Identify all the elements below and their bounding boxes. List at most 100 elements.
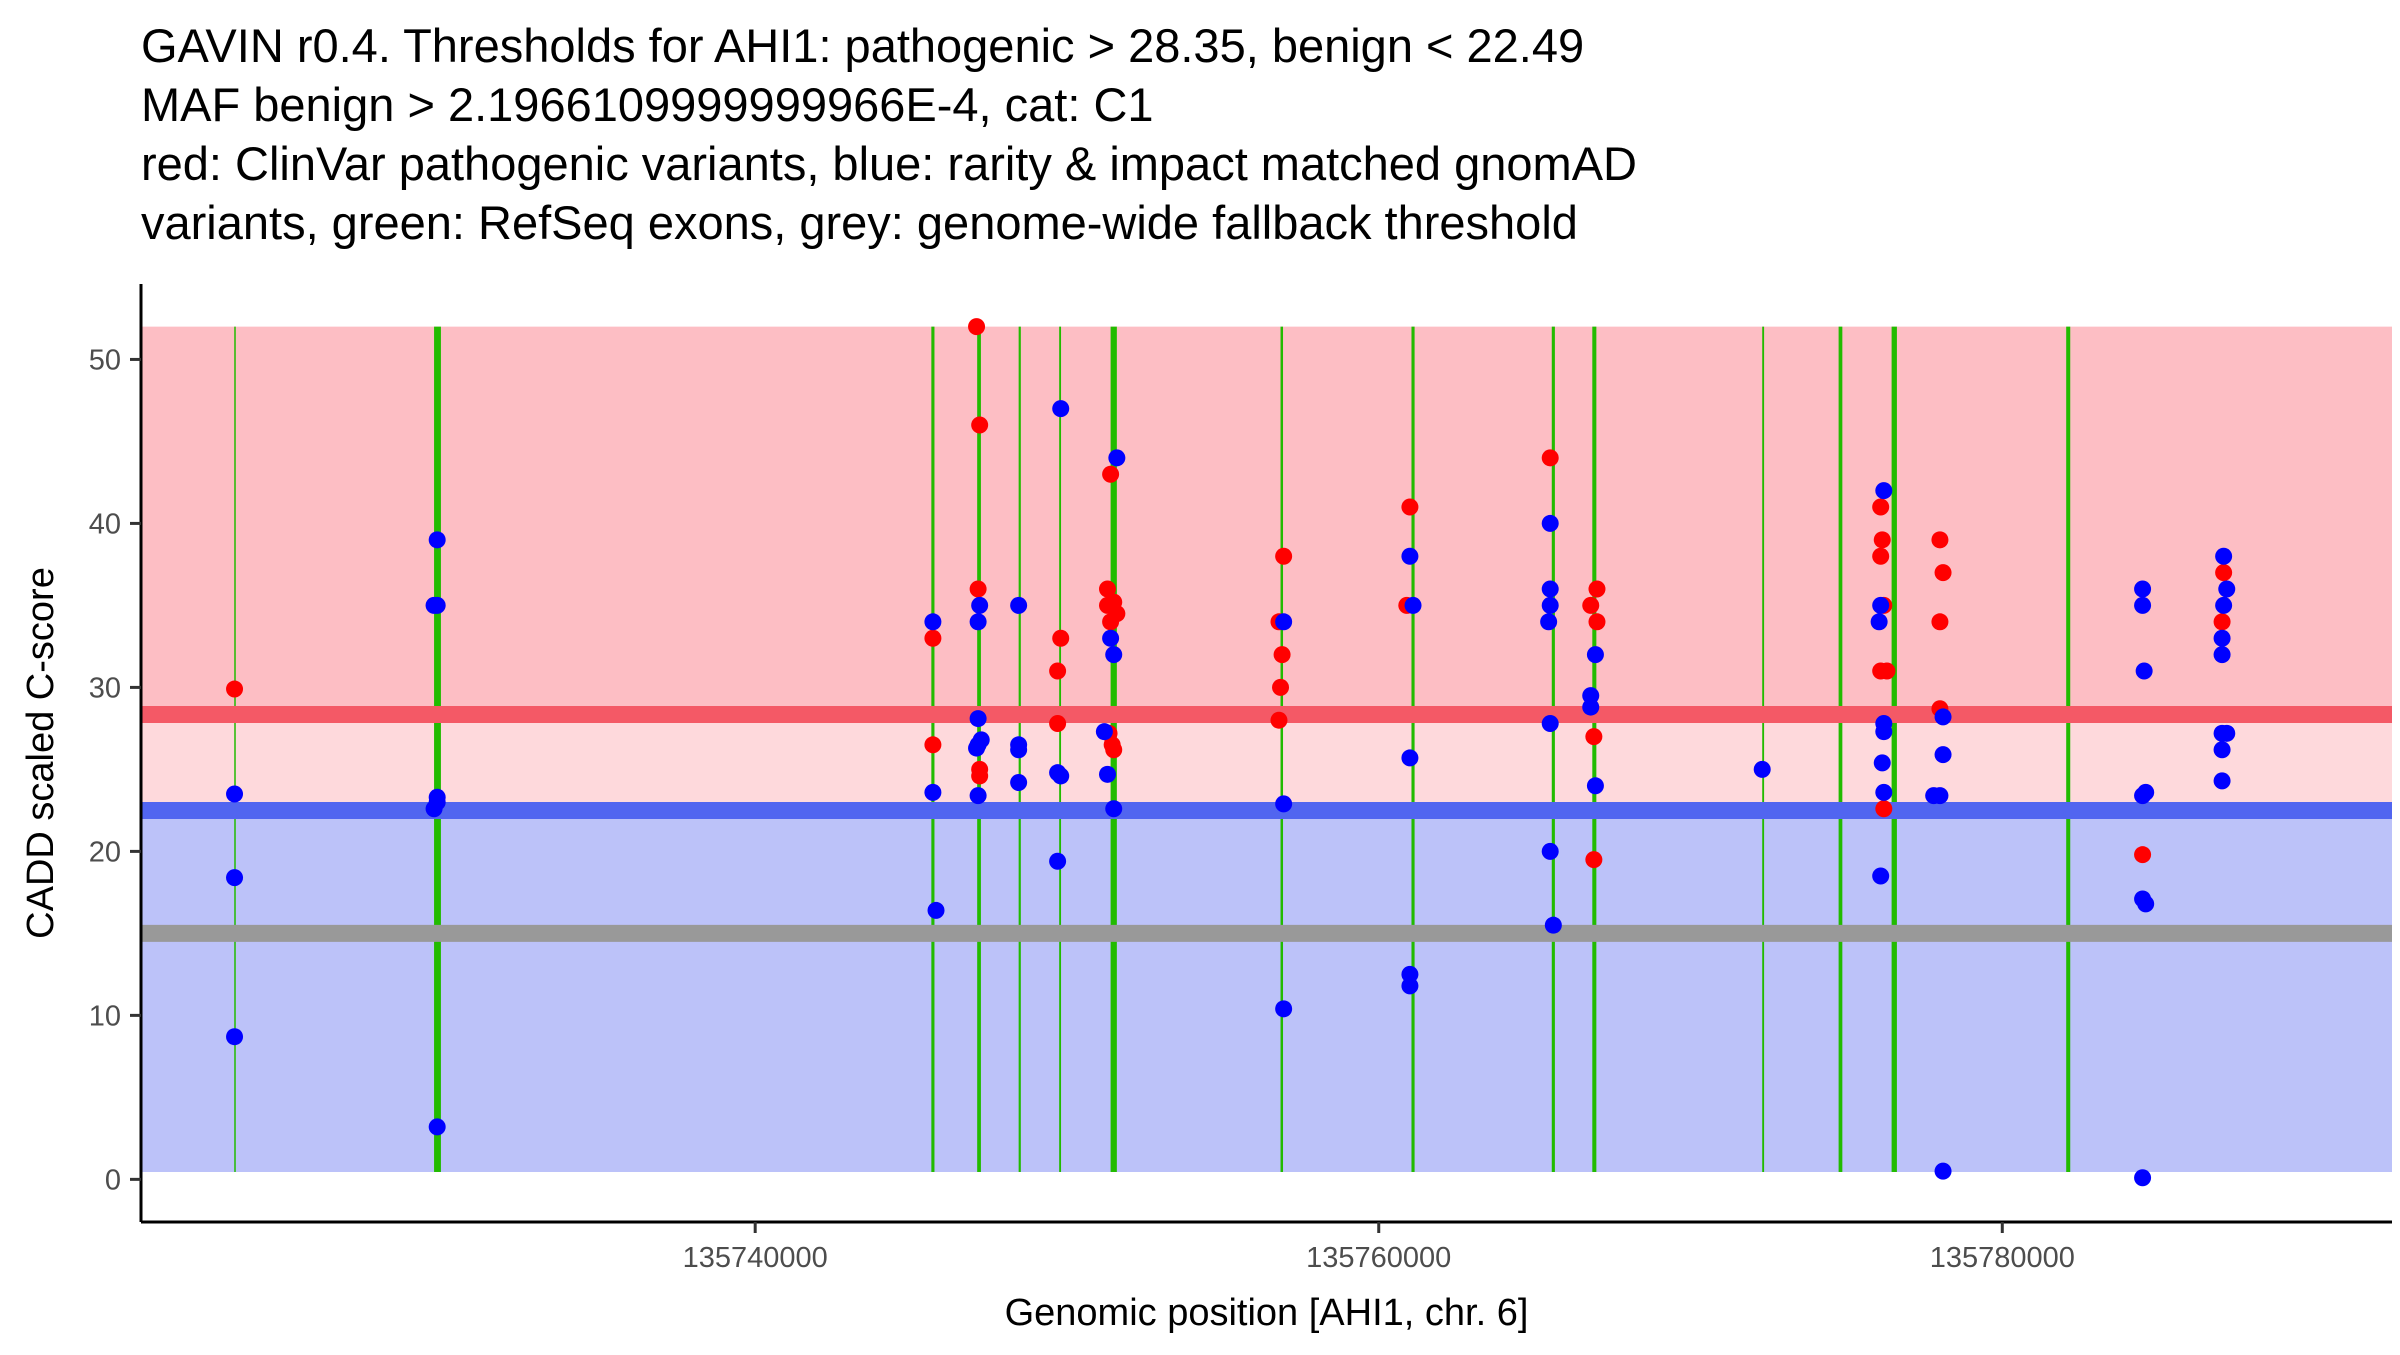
gnomad-point-76 <box>2215 547 2233 565</box>
gnomad-point-80 <box>2213 646 2231 664</box>
gnomad-point-11 <box>924 613 942 631</box>
gnomad-point-24 <box>1010 774 1028 792</box>
clinvar-point-39 <box>1878 662 1896 680</box>
clinvar-point-29 <box>1582 596 1600 614</box>
clinvar-point-30 <box>1585 728 1603 746</box>
clinvar-point-20 <box>1108 605 1126 623</box>
chart-title: GAVIN r0.4. Thresholds for AHI1: pathoge… <box>141 19 1637 249</box>
title-line-2: MAF benign > 2.1966109999999966E-4, cat:… <box>141 78 1154 131</box>
benign-region <box>141 810 2392 1172</box>
gnomad-point-13 <box>927 901 945 919</box>
gnomad-point-19 <box>972 731 990 749</box>
exon-line-13 <box>1838 326 1843 1172</box>
gnomad-point-68 <box>2134 580 2152 598</box>
gnomad-point-25 <box>1052 400 1070 418</box>
clinvar-point-2 <box>924 629 942 647</box>
gnomad-point-72 <box>2137 783 2155 801</box>
data-points <box>226 318 2236 1187</box>
exon-line-11 <box>1592 326 1597 1172</box>
clinvar-point-25 <box>1273 646 1291 664</box>
gnomad-point-62 <box>1872 867 1890 885</box>
gnomad-point-77 <box>2218 580 2236 598</box>
clinvar-point-34 <box>1872 498 1890 516</box>
gnomad-point-15 <box>969 710 987 728</box>
clinvar-point-3 <box>924 736 942 754</box>
clinvar-point-33 <box>1588 613 1606 631</box>
gnomad-point-84 <box>2213 772 2231 790</box>
gnomad-point-78 <box>2215 596 2233 614</box>
gnomad-point-75 <box>2134 1169 2152 1187</box>
gnomad-point-67 <box>1934 1162 1952 1180</box>
clinvar-point-41 <box>1931 531 1949 549</box>
gnomad-point-53 <box>1586 777 1604 795</box>
gnomad-point-55 <box>1875 482 1893 500</box>
gnomad-point-9 <box>428 788 446 806</box>
x-tick-label-3: 135780000 <box>1930 1242 2075 1274</box>
clinvar-point-10 <box>1049 714 1067 732</box>
x-axis-ticks: 135740000 135760000 135780000 <box>683 1222 2075 1274</box>
gnomad-point-59 <box>1875 723 1893 741</box>
clinvar-point-23 <box>1270 711 1288 729</box>
gnomad-point-34 <box>1105 800 1123 818</box>
clinvar-point-40 <box>1875 800 1893 818</box>
gnomad-point-5 <box>428 596 446 614</box>
gnomad-point-45 <box>1541 596 1559 614</box>
clinvar-point-45 <box>2134 846 2152 864</box>
gnomad-point-61 <box>1875 783 1893 801</box>
gnomad-point-54 <box>1753 760 1771 778</box>
gnomad-point-16 <box>969 613 987 631</box>
clinvar-point-31 <box>1585 851 1603 869</box>
gnomad-point-6 <box>428 531 446 549</box>
gnomad-point-38 <box>1401 547 1419 565</box>
exon-line-6 <box>1059 326 1062 1172</box>
gnomad-point-43 <box>1541 514 1559 532</box>
exon-line-9 <box>1411 326 1415 1172</box>
gnomad-point-51 <box>1582 698 1600 716</box>
gnomad-point-3 <box>226 1028 244 1046</box>
exon-line-12 <box>1762 326 1765 1172</box>
clinvar-point-12 <box>1098 580 1116 598</box>
y-tick-label-1: 0 <box>105 1164 121 1196</box>
clinvar-point-47 <box>2213 613 2231 631</box>
uncertain-region <box>141 714 2392 811</box>
clinvar-point-9 <box>1049 662 1067 680</box>
gnomad-point-39 <box>1404 596 1422 614</box>
clinvar-point-13 <box>1102 465 1120 483</box>
gnomad-point-83 <box>2213 741 2231 759</box>
gnomad-point-56 <box>1872 596 1890 614</box>
gnomad-point-28 <box>1049 852 1067 870</box>
x-axis-title: Genomic position [AHI1, chr. 6] <box>1005 1292 1529 1334</box>
gnomad-point-57 <box>1870 613 1888 631</box>
threshold-regions <box>141 326 2392 1172</box>
y-tick-label-2: 10 <box>89 1000 121 1032</box>
title-line-1: GAVIN r0.4. Thresholds for AHI1: pathoge… <box>141 19 1584 72</box>
clinvar-point-4 <box>968 318 986 336</box>
exon-line-1 <box>234 326 236 1172</box>
gnomad-point-44 <box>1541 580 1559 598</box>
clinvar-point-8 <box>971 760 989 778</box>
gnomad-point-10 <box>428 1118 446 1136</box>
clinvar-point-27 <box>1401 498 1419 516</box>
y-tick-label-6: 50 <box>89 344 121 376</box>
gnomad-point-74 <box>2137 895 2155 913</box>
axes: 135740000 135760000 135780000 01020304050 … <box>20 284 2392 1334</box>
clinvar-point-6 <box>971 416 989 434</box>
x-tick-label-2: 135760000 <box>1306 1242 1451 1274</box>
exon-line-15 <box>2066 326 2071 1172</box>
gnomad-point-18 <box>971 596 989 614</box>
gnomad-point-69 <box>2134 596 2152 614</box>
gnomad-point-31 <box>1102 629 1120 647</box>
gnomad-point-64 <box>1931 787 1949 805</box>
clinvar-point-24 <box>1275 547 1293 565</box>
gnomad-point-52 <box>1586 646 1604 664</box>
clinvar-point-44 <box>1934 564 1952 582</box>
gnomad-point-1 <box>226 785 244 803</box>
gnomad-point-12 <box>924 783 942 801</box>
y-axis-title: CADD scaled C-score <box>20 567 62 939</box>
gnomad-point-20 <box>969 787 987 805</box>
gnomad-point-30 <box>1098 765 1116 783</box>
threshold-lines <box>141 705 2392 942</box>
clinvar-point-32 <box>1588 580 1606 598</box>
gnomad-point-42 <box>1401 977 1419 995</box>
